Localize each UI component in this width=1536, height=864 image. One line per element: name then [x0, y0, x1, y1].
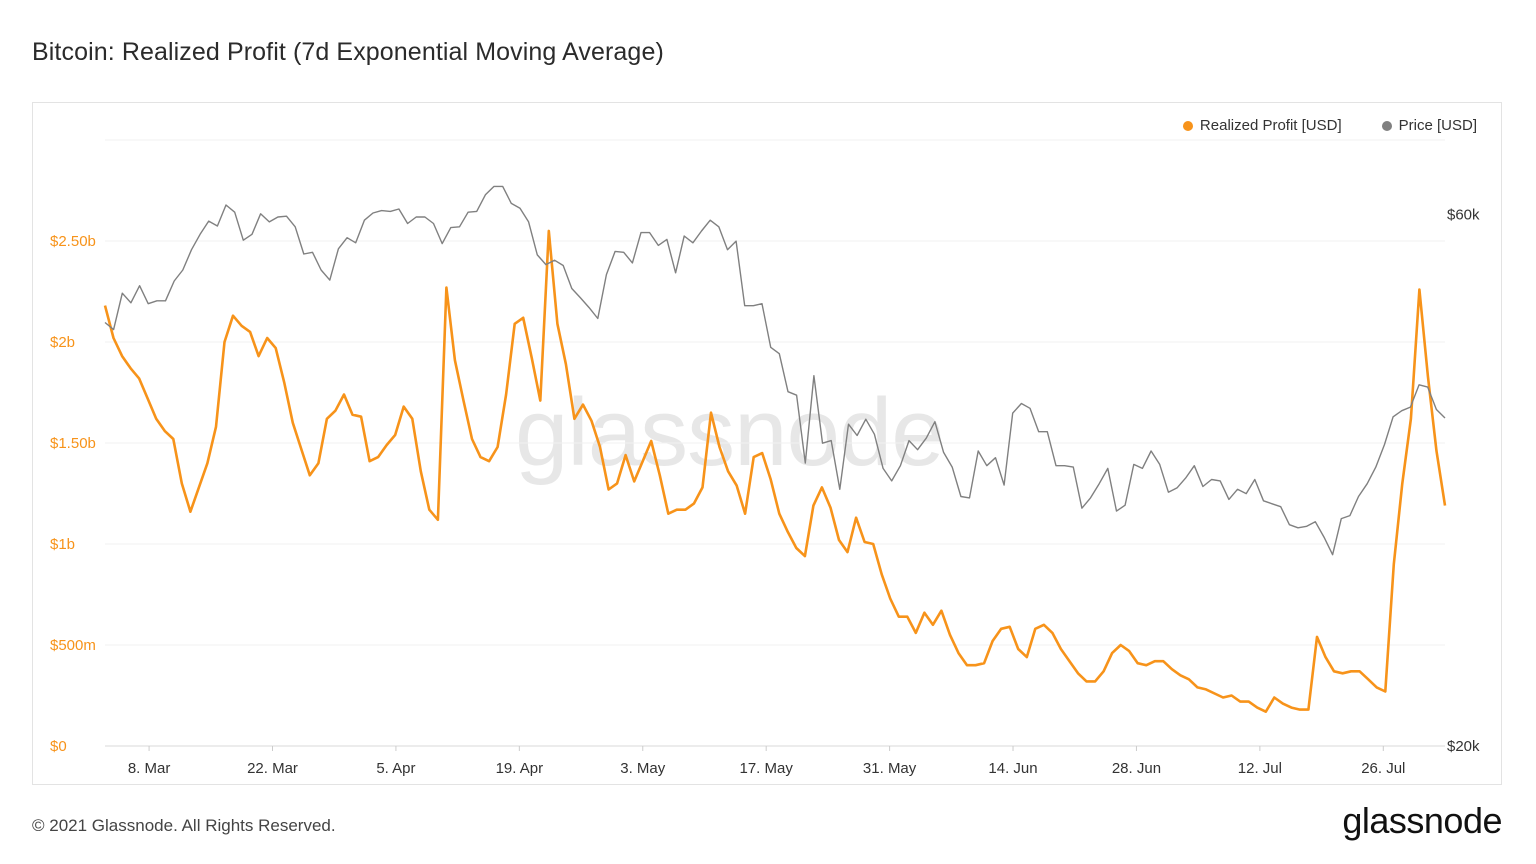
legend-dot-icon	[1381, 120, 1392, 131]
y-left-tick-label: $0	[50, 738, 67, 755]
y-left-tick-label: $1.50b	[50, 435, 96, 452]
series-line-realized-profit	[103, 229, 1447, 714]
y-left-tick-label: $2.50b	[50, 233, 96, 250]
x-tick-label: 26. Jul	[1361, 760, 1405, 777]
chart-panel: Realized Profit [USD] Price [USD]	[32, 102, 1502, 785]
copyright-text: © 2021 Glassnode. All Rights Reserved.	[32, 816, 336, 835]
x-tick-label: 5. Apr	[376, 760, 415, 777]
legend-label: Realized Profit [USD]	[1199, 117, 1342, 134]
legend-item-realized-profit[interactable]: Realized Profit [USD]	[1182, 117, 1342, 134]
legend-label: Price [USD]	[1398, 117, 1477, 134]
x-tick-label: 19. Apr	[496, 760, 544, 777]
y-right-tick-label: $20k	[1447, 738, 1480, 755]
x-tick-label: 22. Mar	[247, 760, 298, 777]
x-tick-label: 12. Jul	[1238, 760, 1282, 777]
x-tick-label: 28. Jun	[1112, 760, 1161, 777]
y-left-tick-label: $1b	[50, 536, 75, 553]
x-tick-label: 14. Jun	[988, 760, 1037, 777]
x-tick-label: 17. May	[740, 760, 794, 777]
x-tick-label: 31. May	[863, 760, 917, 777]
series-line-price	[104, 185, 1446, 556]
chart-title: Bitcoin: Realized Profit (7d Exponential…	[32, 38, 664, 66]
x-tick-label: 8. Mar	[128, 760, 171, 777]
x-tick-label: 3. May	[620, 760, 666, 777]
legend-dot-icon	[1182, 120, 1193, 131]
y-right-tick-label: $60k	[1447, 207, 1480, 224]
brand-logo: glassnode	[1342, 800, 1502, 841]
y-left-tick-label: $500m	[50, 637, 96, 654]
legend-item-price[interactable]: Price [USD]	[1381, 117, 1477, 134]
legend: Realized Profit [USD] Price [USD]	[1182, 117, 1477, 134]
y-left-tick-label: $2b	[50, 334, 75, 351]
